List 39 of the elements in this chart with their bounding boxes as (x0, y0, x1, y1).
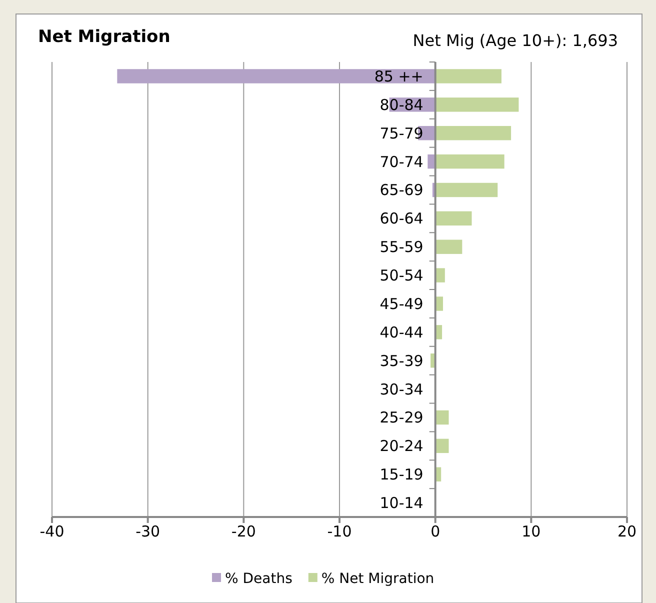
y-tick-label: 25-29 (380, 408, 424, 427)
y-tick-label: 75-79 (380, 124, 424, 142)
bar (435, 98, 519, 112)
chart-subtitle: Net Mig (Age 10+): 1,693 (412, 31, 618, 50)
y-tick-label: 20-24 (380, 437, 424, 456)
x-tick-label: 10 (522, 522, 541, 541)
bar (435, 126, 512, 140)
y-tick-label: 70-74 (380, 152, 424, 171)
y-tick-label: 30-34 (380, 380, 424, 398)
bar (435, 240, 462, 254)
y-tick-label: 80-84 (380, 96, 424, 114)
bar (435, 268, 445, 282)
x-tick-label: -30 (136, 522, 160, 541)
bar (435, 182, 498, 198)
y-tick-label: 15-19 (380, 466, 424, 484)
x-tick-label: -20 (231, 522, 256, 541)
bar (435, 410, 449, 425)
x-tick-label: 0 (430, 522, 440, 541)
y-tick-label: 55-59 (380, 238, 424, 256)
bar (435, 154, 504, 169)
y-tick-label: 85 ++ (374, 67, 424, 86)
x-tick-label: -40 (40, 522, 64, 541)
y-tick-label: 40-44 (380, 323, 424, 342)
chart-title: Net Migration (38, 27, 170, 47)
y-tick-label: 65-69 (380, 181, 424, 200)
y-tick-label: 45-49 (380, 294, 424, 313)
bar (435, 438, 449, 454)
y-tick-label: 35-39 (380, 352, 424, 370)
bar (428, 154, 436, 169)
legend-label: % Deaths (225, 570, 292, 587)
legend-label: % Net Migration (321, 570, 434, 587)
bar (435, 69, 502, 84)
x-tick-label: 20 (617, 522, 637, 541)
y-tick-label: 10-14 (380, 494, 424, 512)
bar (117, 69, 436, 84)
x-tick-label: -10 (327, 522, 352, 541)
y-tick-label: 60-64 (380, 210, 424, 228)
bar (435, 211, 472, 226)
y-tick-label: 50-54 (380, 266, 424, 285)
